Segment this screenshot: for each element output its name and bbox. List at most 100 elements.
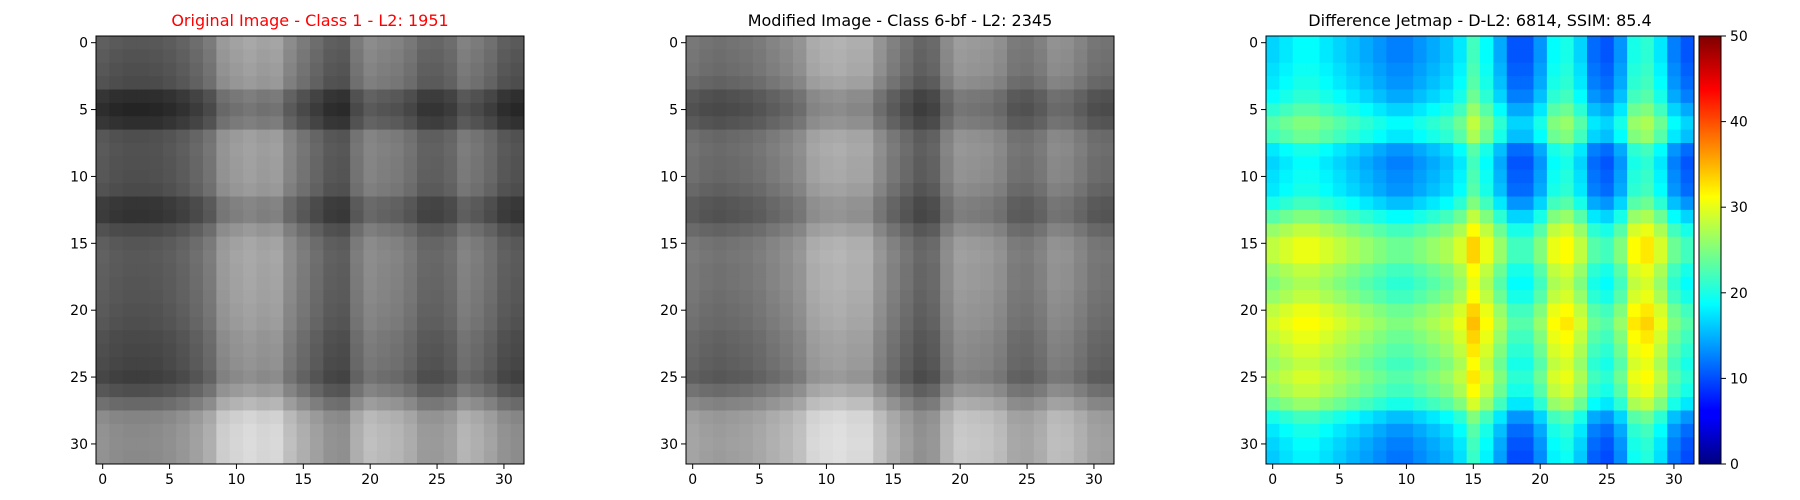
pixel-cell <box>483 156 498 171</box>
y-tick-label: 10 <box>660 169 678 185</box>
pixel-cell <box>686 102 700 117</box>
pixel-cell <box>363 102 378 117</box>
pixel-cell <box>162 397 177 411</box>
pixel-cell <box>940 370 954 385</box>
pixel-cell <box>1047 183 1061 197</box>
pixel-cell <box>430 196 445 211</box>
pixel-cell <box>430 397 445 411</box>
pixel-cell <box>1653 303 1668 318</box>
pixel-cell <box>886 276 901 291</box>
pixel-cell <box>1319 169 1334 184</box>
pixel-cell <box>779 383 794 398</box>
pixel-cell <box>1292 116 1307 131</box>
pixel-cell <box>793 62 807 77</box>
pixel-cell <box>296 383 311 398</box>
pixel-cell <box>96 316 110 331</box>
pixel-cell <box>1520 49 1534 64</box>
pixel-cell <box>779 250 794 264</box>
pixel-cell <box>726 236 740 251</box>
pixel-cell <box>256 330 271 345</box>
pixel-cell <box>136 49 150 64</box>
pixel-cell <box>779 62 794 77</box>
pixel-cell <box>296 290 311 304</box>
pixel-cell <box>953 209 968 224</box>
pixel-cell <box>819 129 834 144</box>
pixel-cell <box>1020 397 1035 411</box>
pixel-cell <box>1426 223 1441 238</box>
pixel-cell <box>913 169 928 184</box>
pixel-cell <box>833 116 847 131</box>
pixel-cell <box>1060 330 1075 345</box>
pixel-cell <box>926 89 941 104</box>
pixel-cell <box>1640 196 1655 211</box>
pixel-cell <box>189 250 204 264</box>
pixel-cell <box>779 316 794 331</box>
pixel-cell <box>1667 343 1682 358</box>
pixel-cell <box>510 330 525 345</box>
pixel-cell <box>229 410 244 425</box>
pixel-cell <box>1480 143 1494 157</box>
pixel-cell <box>350 290 364 304</box>
pixel-cell <box>1332 316 1347 331</box>
pixel-cell <box>256 370 271 385</box>
pixel-cell <box>1087 143 1102 157</box>
pixel-cell <box>873 437 888 452</box>
pixel-cell <box>1613 36 1628 50</box>
pixel-cell <box>1439 437 1454 452</box>
pixel-cell <box>269 276 284 291</box>
pixel-cell <box>926 36 941 50</box>
pixel-cell <box>980 330 995 345</box>
pixel-cell <box>1520 370 1534 385</box>
pixel-cell <box>699 263 714 278</box>
pixel-cell <box>900 423 914 438</box>
pixel-cell <box>1306 250 1320 264</box>
pixel-cell <box>1480 196 1494 211</box>
pixel-cell <box>1266 357 1280 371</box>
pixel-cell <box>1373 303 1387 318</box>
pixel-cell <box>376 250 391 264</box>
pixel-cell <box>819 89 834 104</box>
y-tick-label: 0 <box>1249 36 1258 52</box>
pixel-cell <box>1306 196 1320 211</box>
pixel-cell <box>726 36 740 50</box>
pixel-cell <box>926 290 941 304</box>
pixel-cell <box>417 76 431 90</box>
pixel-cell <box>1319 437 1334 452</box>
pixel-cell <box>1506 236 1521 251</box>
pixel-cell <box>162 36 177 50</box>
pixel-cell <box>1266 316 1280 331</box>
pixel-cell <box>497 397 512 411</box>
pixel-cell <box>1439 316 1454 331</box>
pixel-cell <box>766 209 781 224</box>
pixel-cell <box>457 370 471 385</box>
pixel-cell <box>1653 450 1668 465</box>
pixel-cell <box>1346 383 1361 398</box>
pixel-cell <box>1266 303 1280 318</box>
pixel-cell <box>819 370 834 385</box>
pixel-cell <box>686 276 700 291</box>
pixel-cell <box>363 209 378 224</box>
pixel-cell <box>296 169 311 184</box>
pixel-cell <box>283 49 298 64</box>
pixel-cell <box>993 156 1008 171</box>
pixel-cell <box>1007 129 1021 144</box>
pixel-cell <box>1506 450 1521 465</box>
pixel-cell <box>1413 250 1427 264</box>
pixel-cell <box>510 437 525 452</box>
pixel-cell <box>443 410 458 425</box>
pixel-cell <box>752 343 767 358</box>
pixel-cell <box>886 437 901 452</box>
pixel-cell <box>363 143 378 157</box>
pixel-cell <box>1573 156 1588 171</box>
pixel-cell <box>323 303 338 318</box>
pixel-cell <box>766 330 781 345</box>
pixel-cell <box>376 102 391 117</box>
y-tick-label: 15 <box>1240 236 1258 252</box>
pixel-cell <box>993 250 1008 264</box>
pixel-cell <box>1386 290 1401 304</box>
pixel-cell <box>1373 383 1387 398</box>
pixel-cell <box>1306 303 1320 318</box>
pixel-cell <box>993 116 1008 131</box>
pixel-cell <box>993 143 1008 157</box>
pixel-cell <box>376 383 391 398</box>
